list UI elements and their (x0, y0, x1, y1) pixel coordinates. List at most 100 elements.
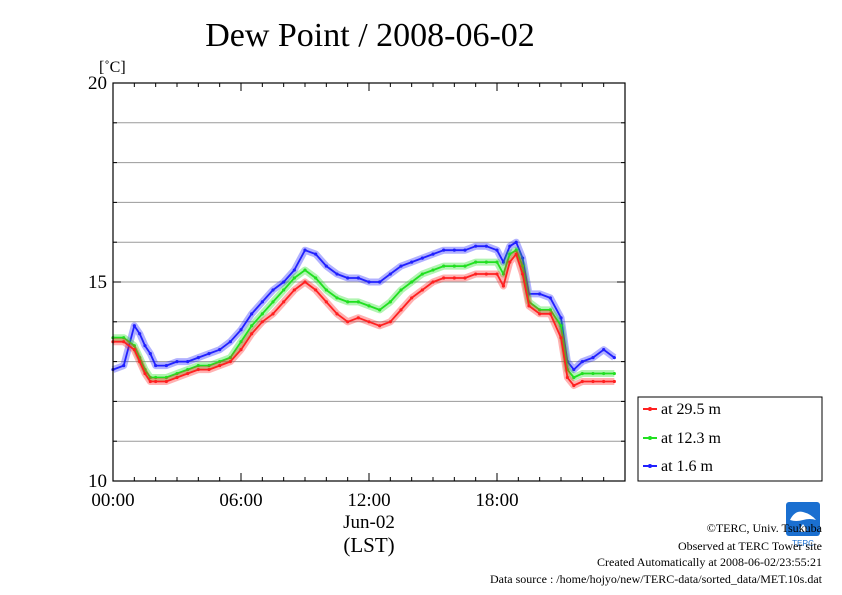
credit-copyright: ©TERC, Univ. Tsukuba (707, 521, 823, 535)
data-point (250, 324, 254, 328)
data-point (452, 248, 456, 252)
data-point (303, 280, 307, 284)
data-point (514, 248, 518, 252)
data-point (495, 272, 499, 276)
data-point (196, 367, 200, 372)
data-point (218, 348, 222, 352)
data-point (420, 272, 424, 276)
data-point (501, 284, 505, 288)
data-point (260, 312, 264, 316)
data-point (164, 379, 168, 384)
data-point (282, 300, 286, 304)
data-point (388, 272, 392, 276)
legend: at 29.5 m at 12.3 m at 1.6 m (637, 396, 823, 482)
data-point (452, 276, 456, 280)
data-point (207, 363, 211, 368)
data-point (186, 371, 190, 376)
data-point (367, 304, 371, 308)
legend-label: at 29.5 m (661, 401, 722, 418)
data-point (572, 375, 576, 380)
data-point (250, 332, 254, 336)
data-point (218, 360, 222, 364)
data-point (442, 264, 446, 268)
legend-label: at 12.3 m (661, 430, 722, 447)
data-point (314, 288, 318, 292)
x-tick-label: 12:00 (347, 490, 390, 511)
data-point (591, 356, 595, 360)
data-point (501, 260, 505, 264)
legend-marker (648, 407, 652, 411)
x-tick-label: 06:00 (219, 490, 262, 511)
data-point (514, 240, 518, 244)
data-point (508, 252, 512, 256)
legend-label: at 1.6 m (661, 458, 714, 475)
data-point (565, 375, 570, 380)
data-point (442, 248, 446, 252)
data-point (602, 379, 606, 384)
logo-text: TERC (792, 539, 814, 548)
data-point (186, 360, 190, 364)
data-point (431, 252, 435, 256)
data-point (164, 363, 168, 368)
data-point (367, 320, 371, 324)
data-point (196, 363, 200, 368)
data-point (378, 280, 382, 284)
data-point (335, 296, 339, 300)
data-point (452, 264, 456, 268)
data-point (410, 260, 414, 264)
data-point (442, 276, 446, 280)
y-axis-unit: [˚C] (99, 59, 126, 76)
data-point (378, 324, 382, 328)
data-point (292, 268, 296, 272)
data-point (420, 256, 424, 260)
data-point (239, 328, 243, 332)
data-point (148, 375, 152, 380)
data-point (388, 320, 392, 324)
data-point (580, 379, 584, 384)
data-point (324, 288, 328, 292)
x-axis-label: (LST) (343, 533, 394, 557)
data-point (378, 308, 382, 312)
data-point (538, 312, 542, 316)
data-point (143, 344, 147, 348)
data-point (228, 340, 232, 344)
data-point (314, 276, 318, 280)
credit-source: Data source : /home/hojyo/new/TERC-data/… (490, 572, 823, 586)
data-point (271, 312, 275, 316)
axes: 10 15 20 00:00 06:00 12:00 18:00 (88, 73, 626, 511)
data-point (410, 280, 414, 284)
logo-wave-icon (790, 511, 816, 521)
data-point (324, 264, 328, 268)
data-point (186, 367, 190, 372)
data-point (527, 304, 531, 308)
data-point (271, 300, 275, 304)
data-point (138, 332, 142, 336)
data-point (521, 256, 525, 260)
data-point (572, 367, 576, 372)
data-point (612, 371, 616, 376)
data-point (292, 276, 296, 280)
legend-marker (648, 464, 652, 468)
data-point (148, 352, 152, 356)
data-point (335, 272, 339, 276)
data-point (501, 272, 505, 276)
data-point (239, 340, 243, 344)
data-point (420, 288, 424, 292)
data-point (356, 300, 360, 304)
data-point (591, 379, 595, 384)
data-point (399, 288, 403, 292)
data-point (132, 324, 136, 328)
data-point (399, 308, 403, 312)
x-date-label: Jun-02 (343, 512, 395, 533)
data-point (559, 324, 563, 328)
data-point (292, 288, 296, 292)
data-point (154, 379, 158, 384)
data-point (388, 300, 392, 304)
data-point (463, 264, 467, 268)
data-point (346, 320, 350, 324)
data-point (122, 336, 126, 340)
data-point (175, 360, 179, 364)
data-point (218, 363, 222, 368)
data-point (591, 371, 595, 376)
data-point (559, 316, 563, 320)
